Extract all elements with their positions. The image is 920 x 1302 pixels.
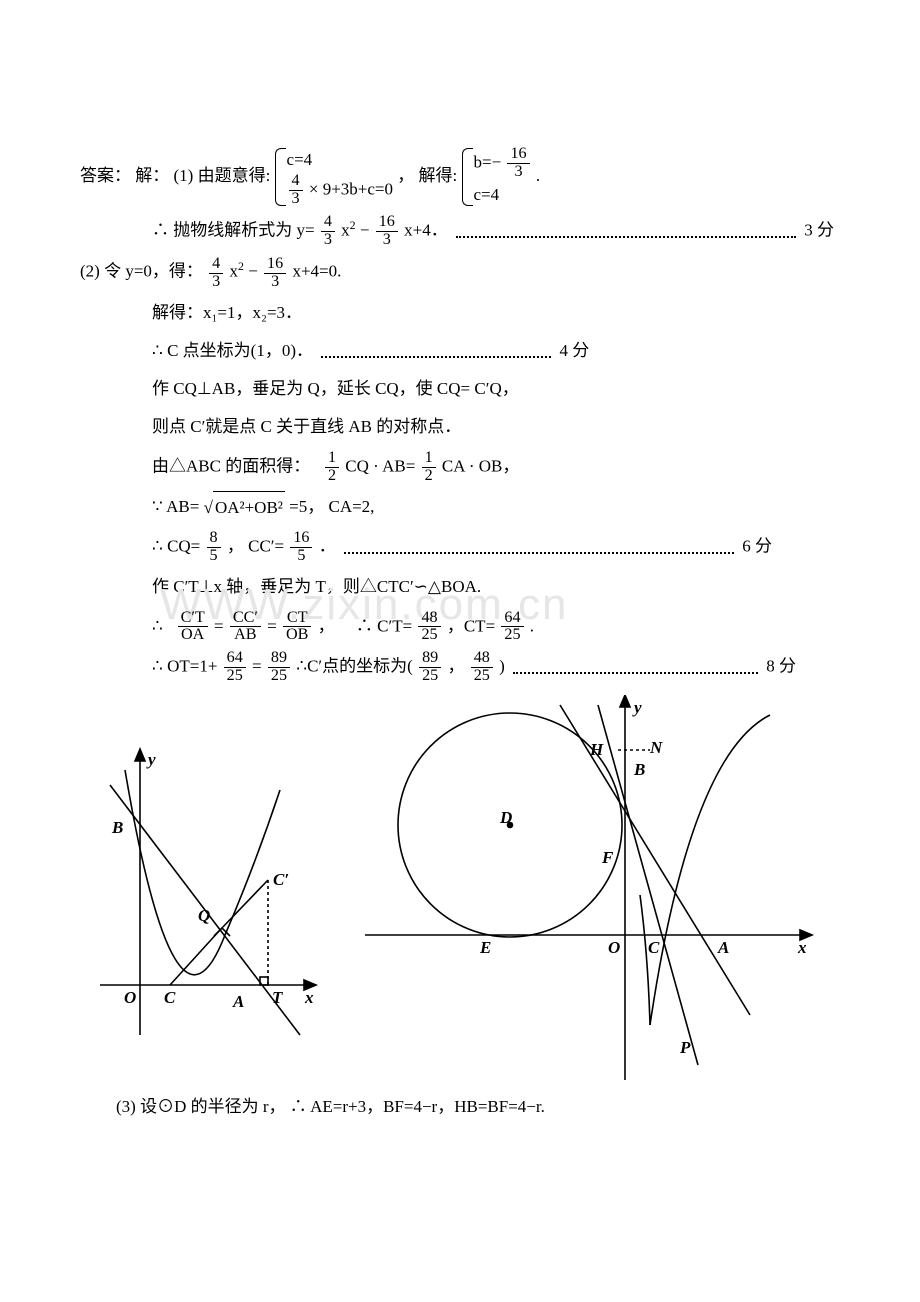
fig2-C: C — [648, 938, 660, 957]
frac-1-2-a: 12 — [325, 450, 339, 485]
frac-1-2-b: 12 — [422, 450, 436, 485]
frac-cc-ab: CC′AB — [230, 610, 261, 645]
answer-label: 答案： — [80, 166, 131, 185]
fig1-A: A — [232, 992, 244, 1011]
fig1-T: T — [272, 988, 283, 1007]
frac-4-3-b: 43 — [321, 214, 335, 249]
line-7: 则点 C′就是点 C 关于直线 AB 的对称点． — [80, 411, 840, 443]
frac-89-25-b: 8925 — [419, 650, 441, 685]
line-9: ∵ AB= √OA²+OB² =5， CA=2, — [80, 491, 840, 525]
frac-64-25-a: 6425 — [501, 610, 523, 645]
score-6: 6 分 — [742, 537, 772, 556]
l1a: (1) 由题意得: — [174, 166, 271, 185]
line-6: 作 CQ⊥AB，垂足为 Q，延长 CQ，使 CQ= C′Q， — [80, 373, 840, 405]
b1r1: c=4 — [287, 146, 393, 173]
fig2-B: B — [633, 760, 645, 779]
fig2-A: A — [717, 938, 729, 957]
fig1-x: x — [304, 988, 314, 1007]
fig1-B: B — [111, 818, 123, 837]
fig2-P: P — [679, 1038, 691, 1057]
line-10: ∴ CQ= 85 ， CC′= 165 ． 6 分 — [80, 530, 840, 565]
frac-89-25-a: 8925 — [268, 650, 290, 685]
dots-4 — [321, 346, 551, 358]
figures-row: y x B O C A T Q C′ — [80, 695, 840, 1085]
frac-8-5: 85 — [207, 530, 221, 565]
frac-4-3-c: 43 — [209, 256, 223, 291]
fig1-Q: Q — [198, 906, 210, 925]
frac-16-3-a: 163 — [507, 146, 529, 181]
figure-2: y x H N B D F E O C A P — [350, 695, 820, 1085]
line-2: ∴ 抛物线解析式为 y= 43 x2 − 163 x+4． 3 分 — [80, 214, 840, 249]
frac-16-3-b: 163 — [376, 214, 398, 249]
line-5: ∴ C 点坐标为(1，0)． 4 分 — [80, 335, 840, 367]
dots-3 — [456, 226, 796, 238]
fig2-O: O — [608, 938, 620, 957]
fig2-F: F — [601, 848, 614, 867]
frac-16-5: 165 — [290, 530, 312, 565]
b2r2: c=4 — [474, 181, 532, 208]
dots-8 — [513, 662, 758, 674]
line-3: (2) 令 y=0，得： 43 x2 − 163 x+4=0. — [80, 255, 840, 290]
fig1-Cp: C′ — [273, 870, 289, 889]
fig2-H: H — [589, 740, 604, 759]
score-3: 3 分 — [804, 221, 834, 240]
score-4: 4 分 — [559, 341, 589, 360]
brace-2: b=− 163 c=4 — [462, 146, 532, 208]
frac-64-25-b: 6425 — [224, 650, 246, 685]
line-4: 解得：x₁=1，x₂=3． — [80, 297, 840, 329]
frac-ctr-ob: CTOB — [283, 610, 311, 645]
frac-48-25-a: 4825 — [418, 610, 440, 645]
fig2-x: x — [797, 938, 807, 957]
b2r1: b=− 163 — [474, 146, 532, 181]
line-11: 作 C′T⊥x 轴，垂足为 T，则△CTC′∽△BOA. WWW.zixin.c… — [80, 571, 840, 603]
l1b: ， 解得: — [397, 166, 457, 185]
brace-1: c=4 43 × 9+3b+c=0 — [275, 146, 393, 208]
line-13: ∴ OT=1+ 6425 = 8925 ∴C′点的坐标为( 8925 ， 482… — [80, 650, 840, 685]
frac-ct-oa: C′TOA — [178, 610, 208, 645]
fig1-y: y — [146, 750, 156, 769]
line-1: 答案： 解： (1) 由题意得: c=4 43 × 9+3b+c=0 ， 解得:… — [80, 146, 840, 208]
fig1-O: O — [124, 988, 136, 1007]
b1r2: 43 × 9+3b+c=0 — [287, 173, 393, 208]
fig2-E: E — [479, 938, 491, 957]
fig2-y: y — [632, 698, 642, 717]
sqrt-oa-ob: √OA²+OB² — [204, 491, 285, 524]
dots-6 — [344, 542, 734, 554]
frac-4-3-a: 43 — [289, 173, 303, 208]
frac-48-25-b: 4825 — [471, 650, 493, 685]
line-8: 由△ABC 的面积得： 12 CQ · AB= 12 CA · OB， — [80, 450, 840, 485]
score-8: 8 分 — [766, 657, 796, 676]
line-14: (3) 设⊙D 的半径为 r， ∴ AE=r+3，BF=4−r，HB=BF=4−… — [80, 1091, 840, 1123]
fig2-D: D — [499, 808, 512, 827]
fig1-C: C — [164, 988, 176, 1007]
solve-label: 解： — [135, 166, 169, 185]
figure-1: y x B O C A T Q C′ — [80, 735, 330, 1055]
frac-16-3-c: 163 — [264, 256, 286, 291]
line-12: ∴ C′TOA = CC′AB = CTOB ， ∴ C′T= 4825 ，CT… — [80, 610, 840, 645]
fig2-N: N — [649, 738, 663, 757]
